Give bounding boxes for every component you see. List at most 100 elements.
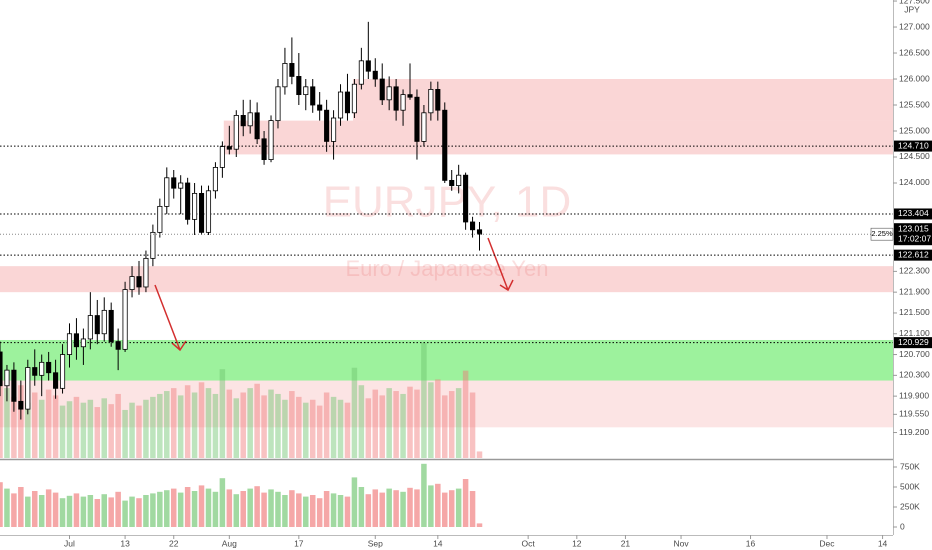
volume-bar (421, 463, 427, 527)
volume-overlay-bar (330, 396, 337, 458)
candle-body (331, 117, 337, 142)
volume-overlay-bar (94, 407, 101, 458)
candle-body (289, 63, 295, 77)
candle-body (317, 104, 323, 111)
last-price-label: 123.015 (898, 223, 929, 233)
candle-body (379, 78, 385, 101)
volume-bar (261, 492, 267, 527)
volume-bar (247, 488, 253, 527)
volume-bar (372, 489, 379, 527)
arrow (154, 284, 187, 352)
volume-bar (108, 497, 114, 527)
volume-bar (282, 495, 288, 527)
x-tick-label: 21 (621, 538, 631, 548)
volume-overlay-bar (87, 399, 94, 458)
y-tick-label: 119.900 (899, 390, 929, 400)
candle-body (4, 369, 10, 387)
volume-bar (233, 494, 240, 527)
x-tick-label: Sep (368, 538, 383, 548)
volume-bar (303, 496, 309, 527)
volume-overlay-bar (462, 370, 469, 458)
volume-overlay-bar (233, 398, 240, 458)
candle-body (66, 333, 73, 355)
x-tick-label: Aug (222, 538, 237, 548)
change-label: 2.25% (871, 229, 893, 238)
candle-body (303, 86, 309, 96)
volume-bar (150, 493, 156, 527)
candle-body (337, 91, 344, 119)
candle-body (421, 112, 427, 142)
volume-overlay-bar (205, 388, 212, 458)
y2-tick-label: 250K (900, 501, 920, 511)
x-tick-label: Oct (522, 538, 536, 548)
price-zone (0, 339, 893, 381)
volume-overlay-bar (52, 395, 59, 458)
volume-bar (254, 486, 260, 527)
candle-body (296, 76, 302, 96)
candle-body (400, 94, 406, 111)
y-tick-label: 126.500 (899, 47, 930, 57)
volume-overlay-bar (282, 399, 288, 458)
candle-body (219, 146, 225, 168)
candle-body (101, 309, 107, 335)
volume-bar (66, 495, 73, 527)
volume-bar (191, 491, 198, 527)
volume-bar (164, 490, 170, 527)
volume-overlay-bar (143, 399, 149, 458)
volume-overlay-bar (101, 398, 107, 458)
volume-bar (226, 489, 233, 527)
candle-body (310, 86, 316, 106)
volume-overlay-bar (316, 405, 323, 458)
volume-bar (212, 491, 219, 527)
candle-body (324, 109, 330, 142)
volume-bar (94, 499, 101, 527)
volume-bar (31, 491, 38, 527)
volume-overlay-bar (455, 388, 462, 458)
candle-body (136, 276, 142, 288)
volume-overlay-bar (11, 396, 17, 458)
candle-body (32, 367, 38, 376)
volume-bar (25, 496, 31, 527)
volume-bar (198, 485, 205, 527)
volume-overlay-bar (448, 391, 455, 458)
x-tick-label: Nov (673, 538, 689, 548)
volume-overlay-bar (261, 395, 267, 458)
volume-bar (45, 489, 52, 527)
volume-bar (393, 490, 399, 527)
volume-bar (115, 491, 121, 527)
volume-bar (87, 495, 94, 527)
volume-overlay-bar (150, 396, 156, 458)
volume-overlay-bar (442, 395, 448, 458)
x-tick-label: 14 (433, 538, 443, 548)
volume-overlay-bar (38, 399, 45, 458)
candle-body (365, 60, 371, 72)
y-tick-label: 121.900 (899, 286, 930, 296)
volume-overlay-bar (18, 385, 24, 458)
x-tick-label: 16 (746, 538, 756, 548)
volume-bar (170, 488, 177, 527)
volume-bar (289, 490, 295, 527)
volume-bar (442, 492, 448, 527)
volume-bar (351, 477, 358, 527)
volume-bar (407, 487, 413, 527)
volume-overlay-bar (219, 369, 226, 458)
volume-bar (80, 496, 87, 527)
countdown: 17:02:07 (898, 233, 931, 243)
volume-bar (101, 494, 107, 527)
y-tick-label: 120.300 (899, 370, 930, 380)
x-tick-label: 12 (572, 538, 582, 548)
x-tick-label: Dec (819, 538, 835, 548)
candle-body (268, 120, 274, 160)
y2-tick-label: 750K (900, 461, 920, 471)
volume-overlay-bar (386, 388, 392, 458)
price-zone (353, 79, 893, 121)
y-tick-label: 122.300 (899, 266, 930, 276)
volume-overlay-bar (129, 402, 135, 458)
volume-bar (330, 493, 337, 527)
volume-overlay-bar (0, 376, 3, 458)
price-label-bg (894, 140, 932, 152)
y-tick-label: 125.500 (899, 99, 930, 109)
volume-bar (469, 491, 476, 527)
volume-overlay-bar (414, 389, 420, 458)
